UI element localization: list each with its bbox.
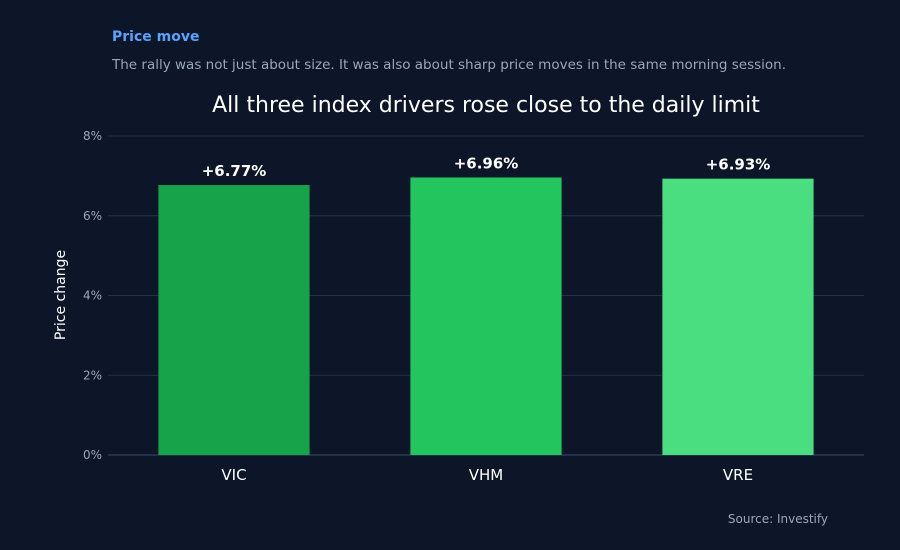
y-tick-label: 0% [83, 448, 102, 462]
bars [158, 177, 814, 455]
y-tick-label: 2% [83, 368, 102, 382]
x-tick-label: VRE [723, 466, 753, 484]
y-tick-label: 4% [83, 289, 102, 303]
bar [410, 177, 562, 455]
y-axis-ticks: 0% 2% 4% 6% 8% [83, 129, 102, 462]
section-subtitle: The rally was not just about size. It wa… [112, 57, 787, 73]
data-labels: +6.77% +6.96% +6.93% [202, 154, 771, 180]
x-tick-label: VHM [469, 466, 503, 484]
bar [158, 185, 310, 455]
section-kicker: Price move [112, 29, 200, 45]
source-note: Source: Investify [727, 512, 828, 526]
data-label: +6.96% [454, 154, 519, 172]
y-tick-label: 8% [83, 129, 102, 143]
y-axis-label: Price change [53, 250, 69, 340]
data-label: +6.77% [202, 162, 267, 180]
x-tick-label: VIC [221, 466, 246, 484]
chart-title: All three index drivers rose close to th… [212, 93, 760, 118]
bar [662, 178, 814, 455]
data-label: +6.93% [706, 156, 771, 174]
x-axis-ticks: VIC VHM VRE [221, 466, 753, 484]
y-tick-label: 6% [83, 209, 102, 223]
